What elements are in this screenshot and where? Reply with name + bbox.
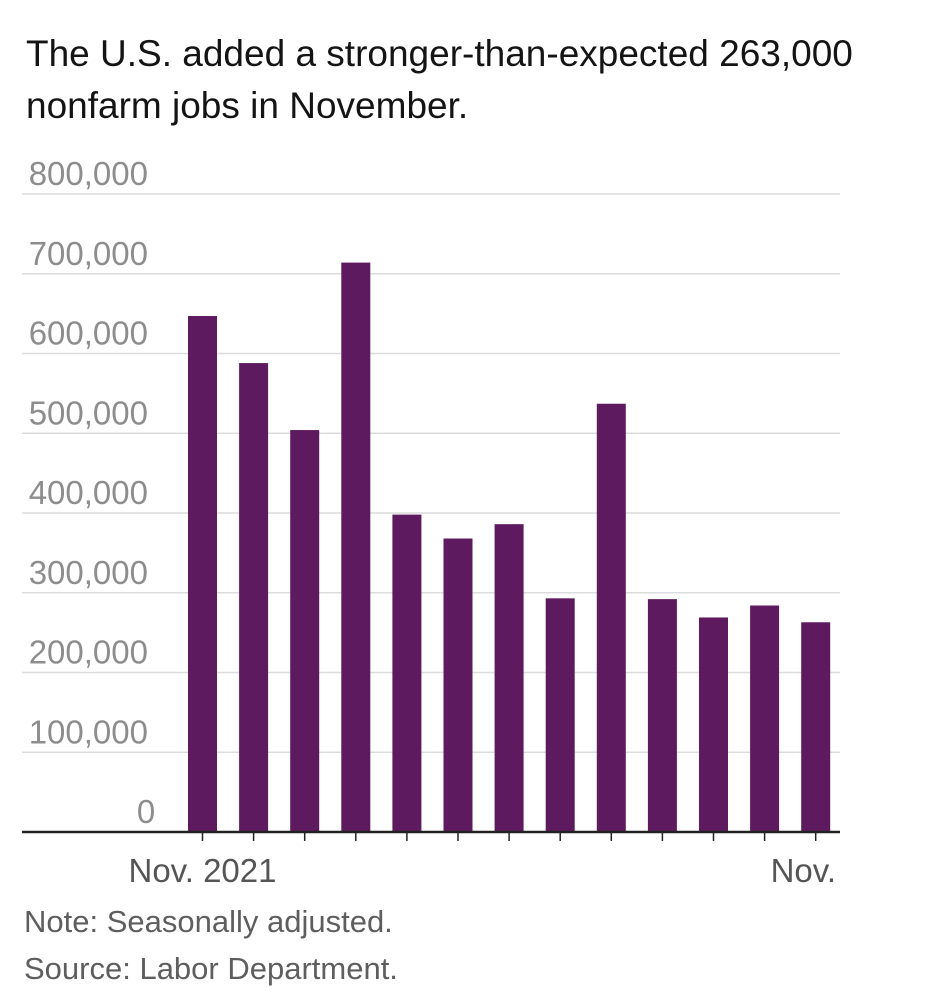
gridlines <box>22 193 840 753</box>
bar <box>392 514 422 832</box>
chart-source: Source: Labor Department. <box>24 951 398 986</box>
y-tick-label: 700,000 <box>29 235 148 272</box>
x-axis-tick-labels: Nov. 2021 Nov. <box>129 832 836 889</box>
y-tick-label: 400,000 <box>29 474 148 511</box>
y-tick-label: 0 <box>137 793 155 830</box>
bar <box>750 605 780 832</box>
bar <box>239 363 269 832</box>
x-tick-label: Nov. <box>771 852 836 889</box>
chart-title: The U.S. added a stronger-than-expected … <box>26 33 853 126</box>
y-tick-label: 100,000 <box>29 713 148 750</box>
chart-note: Note: Seasonally adjusted. <box>24 904 393 939</box>
bar <box>341 262 371 833</box>
y-tick-label: 300,000 <box>29 554 148 591</box>
bar <box>647 599 677 832</box>
bar <box>290 430 320 832</box>
bars <box>188 262 831 833</box>
bar <box>188 316 217 833</box>
bar-chart: 0 100,000 200,000 300,000 400,000 500,000 600,… <box>22 155 840 889</box>
y-tick-label: 500,000 <box>29 394 148 431</box>
bar <box>443 538 473 832</box>
y-tick-label: 600,000 <box>29 315 148 352</box>
y-tick-label: 200,000 <box>29 634 148 671</box>
bar <box>801 622 831 832</box>
bar <box>699 617 728 832</box>
bar <box>596 403 626 832</box>
x-tick-label: Nov. 2021 <box>129 852 277 889</box>
y-tick-label: 800,000 <box>29 155 148 192</box>
bar <box>545 598 575 832</box>
bar <box>494 524 524 832</box>
y-axis-tick-labels: 0 100,000 200,000 300,000 400,000 500,000 600,… <box>29 155 155 830</box>
